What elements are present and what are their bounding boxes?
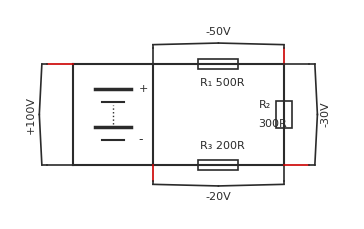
Text: R₂: R₂: [258, 100, 271, 110]
Text: R₃ 200R: R₃ 200R: [200, 141, 244, 151]
Text: -50V: -50V: [206, 27, 231, 37]
Text: R₁ 500R: R₁ 500R: [200, 78, 244, 88]
Text: -30V: -30V: [321, 102, 331, 127]
Text: -: -: [138, 133, 143, 146]
FancyBboxPatch shape: [276, 101, 292, 128]
FancyBboxPatch shape: [198, 59, 238, 69]
Text: -20V: -20V: [206, 192, 231, 202]
Text: +100V: +100V: [26, 95, 36, 134]
FancyBboxPatch shape: [198, 160, 238, 170]
Text: 300R: 300R: [258, 119, 287, 129]
Text: +: +: [138, 84, 148, 94]
